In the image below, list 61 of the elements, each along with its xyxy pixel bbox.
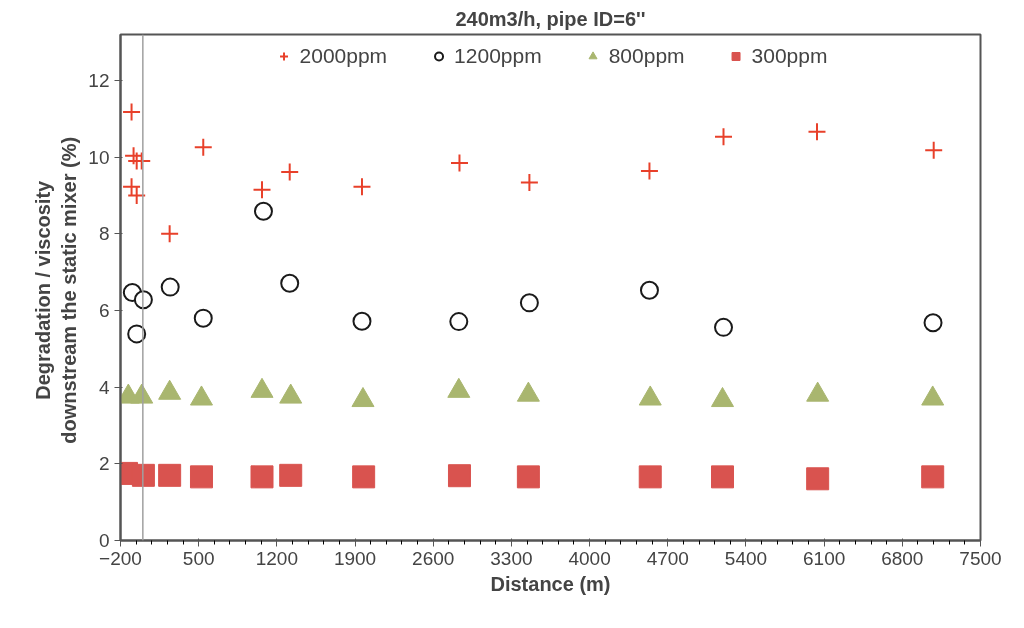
- point: [352, 465, 376, 489]
- point: [352, 177, 372, 197]
- y-tick-label: 2: [98, 453, 110, 475]
- point: [122, 177, 142, 197]
- y-tick-label: 6: [98, 300, 110, 321]
- x-tick-label: 500: [182, 547, 215, 569]
- point: [923, 313, 943, 333]
- point: [127, 186, 147, 205]
- x-tick-label: 2600: [412, 547, 455, 569]
- point: [806, 467, 830, 491]
- x-tick-label: 5400: [724, 547, 768, 569]
- y-tick-label: 10: [88, 146, 110, 168]
- point: [189, 465, 213, 489]
- point: [160, 224, 180, 244]
- point: [352, 311, 372, 331]
- point: [711, 465, 734, 489]
- point: [519, 293, 539, 313]
- x-tick-label: 6100: [803, 547, 846, 569]
- x-axis-title: Distance (m): [490, 572, 611, 595]
- point: [124, 146, 144, 166]
- point: [250, 465, 274, 489]
- point: [447, 464, 471, 488]
- point: [807, 122, 827, 142]
- point: [193, 308, 213, 328]
- x-tick-label: 1900: [333, 547, 377, 569]
- legend-label: 2000ppm: [299, 44, 388, 68]
- point: [252, 180, 272, 200]
- point: [516, 465, 540, 489]
- point: [519, 172, 539, 192]
- point: [714, 127, 734, 147]
- legend-label: 300ppm: [751, 44, 828, 68]
- point: [280, 162, 300, 182]
- point: [924, 140, 944, 160]
- x-tick-label: 4700: [646, 547, 689, 569]
- x-tick-label: 7500: [959, 547, 1002, 569]
- point: [449, 153, 469, 173]
- point: [253, 201, 273, 221]
- x-tick-label: 6800: [881, 547, 924, 569]
- point: [639, 280, 659, 300]
- chart-title: 240m3/h, pipe ID=6'': [455, 7, 646, 30]
- point: [158, 463, 182, 487]
- y-tick-label: 12: [88, 70, 110, 91]
- point: [122, 102, 142, 122]
- point: [131, 463, 155, 487]
- point: [160, 277, 180, 297]
- point: [639, 161, 659, 181]
- point: [279, 463, 303, 487]
- point: [280, 273, 300, 293]
- y-tick-label: 4: [98, 376, 110, 398]
- y-axis-title: Degradation / viscosity downstream the static mixer (%): [31, 136, 81, 444]
- point: [714, 317, 734, 337]
- point: [449, 312, 469, 332]
- point: [193, 137, 213, 157]
- x-tick-label: 4000: [568, 547, 611, 569]
- legend-label: 800ppm: [608, 44, 685, 68]
- y-tick-label: 8: [98, 223, 110, 245]
- x-tick-label: 1200: [255, 547, 299, 569]
- point: [921, 465, 945, 489]
- point: [638, 465, 662, 489]
- legend-label: 1200ppm: [454, 44, 542, 68]
- x-tick-label: 3300: [490, 547, 533, 569]
